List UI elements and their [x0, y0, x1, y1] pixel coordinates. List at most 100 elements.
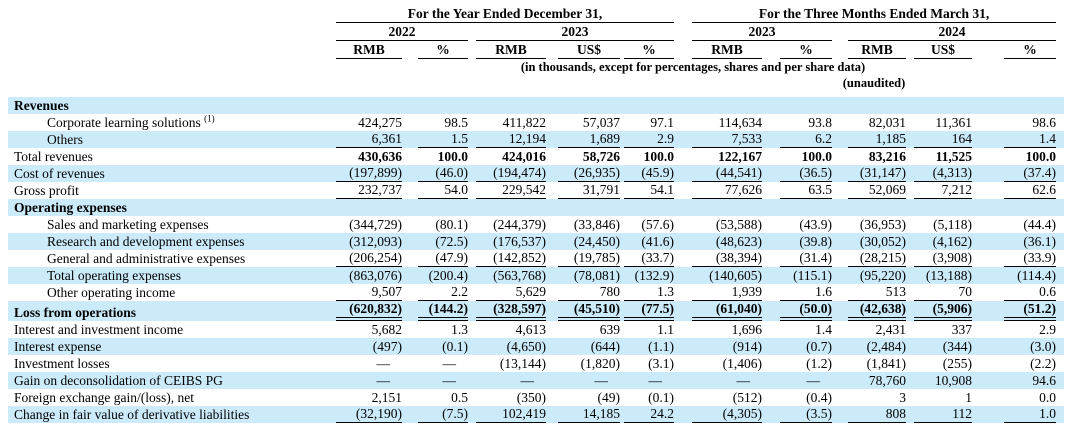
cell: 2,431: [875, 322, 907, 337]
cell: (43.9): [799, 217, 833, 232]
cell: 58,726: [582, 149, 620, 164]
cell: 102,419: [468, 406, 546, 423]
cell: 52,069: [832, 182, 907, 199]
table-row: Foreign exchange gain/(loss), net 2,151 …: [8, 389, 1064, 406]
cell: 7,533: [674, 131, 763, 148]
cell: (33.9): [972, 250, 1057, 267]
cell: 100.0: [437, 149, 468, 164]
cell: 232,737: [330, 182, 402, 199]
cell: (31,147): [832, 165, 907, 182]
cell: (142,852): [468, 250, 546, 267]
row-label: Cost of revenues: [14, 166, 105, 181]
cell: 1,939: [674, 284, 763, 301]
cell: —: [442, 356, 457, 371]
cell: (255): [942, 356, 973, 371]
table-row: Cost of revenues (197,899) (46.0) (194,4…: [8, 165, 1065, 182]
cell: (328,597): [468, 301, 546, 321]
cell: 1,185: [832, 131, 907, 148]
cell: (95,220): [859, 268, 907, 283]
year-header-2023-q1: 2023: [674, 23, 833, 41]
cell: (24,450): [573, 234, 620, 249]
column-header-pct: %: [402, 41, 468, 59]
cell: 4,613: [515, 322, 546, 337]
cell: (78,081): [573, 268, 620, 283]
table-row: Operating expenses: [8, 199, 1065, 216]
cell: (51.2): [972, 301, 1057, 321]
cell: (244,379): [493, 217, 546, 232]
row-label: General and administrative expenses: [47, 251, 246, 266]
cell: (4,650): [506, 339, 546, 354]
cell: 6,361: [330, 131, 402, 148]
year-header-2022: 2022: [330, 23, 468, 41]
row-label: Change in fair value of derivative liabi…: [14, 407, 250, 422]
cell: 5,682: [371, 322, 402, 337]
column-header-usd: US$: [906, 41, 973, 59]
cell: 780: [546, 284, 620, 301]
cell: (38,394): [674, 250, 763, 267]
cell: 430,636: [358, 149, 402, 164]
cell: 1: [965, 390, 973, 405]
cell: 14,185: [546, 406, 620, 423]
cell: (72.5): [435, 234, 468, 249]
cell: 1.1: [657, 322, 675, 337]
cell: 2.9: [1039, 322, 1057, 337]
cell: (80.1): [435, 217, 468, 232]
cell: —: [442, 373, 457, 388]
cell: 63.5: [762, 182, 833, 199]
cell: 6.2: [762, 131, 833, 148]
cell: (37.4): [972, 165, 1057, 182]
cell: 424,016: [502, 149, 546, 164]
cell: 424,275: [358, 115, 402, 130]
cell: (132.9): [634, 268, 675, 283]
cell: (0.1): [442, 339, 468, 354]
table-row: Interest and investment income 5,682 1.3…: [8, 321, 1064, 338]
cell: —: [648, 373, 663, 388]
cell: 93.8: [808, 115, 833, 130]
cell: (33.7): [620, 250, 675, 267]
table-row: Corporate learning solutions (1) 424,275…: [8, 114, 1064, 131]
cell: (49): [597, 390, 621, 405]
cell: 0.5: [451, 390, 468, 405]
cell: 1.6: [762, 284, 833, 301]
cell: —: [376, 356, 391, 371]
table-row: Gain on deconsolidation of CEIBS PG — — …: [8, 372, 1065, 389]
header-group-row: For the Year Ended December 31, For the …: [8, 0, 1064, 23]
cell: 98.6: [1032, 115, 1057, 130]
cell: 7,212: [906, 182, 973, 199]
unaudited-note: (unaudited): [842, 76, 906, 90]
row-label: Interest expense: [14, 339, 102, 354]
header-year-row: 2022 2023 2023 2024: [8, 23, 1064, 41]
cell: 0.0: [1039, 390, 1057, 405]
cell: 9,507: [330, 284, 402, 301]
cell: (1.2): [806, 356, 833, 371]
table-row: Research and development expenses (312,0…: [8, 233, 1065, 250]
cell: —: [594, 373, 609, 388]
column-header-pct: %: [972, 41, 1057, 59]
cell: (350): [516, 390, 546, 405]
cell: —: [376, 373, 391, 388]
year-header-2023: 2023: [468, 23, 675, 41]
cell: (863,076): [349, 268, 402, 283]
cell: (48,623): [715, 234, 763, 249]
table-row: Revenues: [8, 97, 1065, 114]
cell: 1.4: [815, 322, 833, 337]
cell: (114.4): [1017, 268, 1057, 283]
cell: —: [806, 373, 821, 388]
cell: (19,785): [546, 250, 620, 267]
group-header-three-months: For the Three Months Ended March 31,: [674, 0, 1057, 23]
cell: (563,768): [493, 268, 546, 283]
cell: (914): [732, 339, 763, 354]
cell: (28,215): [832, 250, 907, 267]
cell: 100.0: [801, 149, 833, 164]
column-header-rmb: RMB: [330, 41, 402, 59]
cell: 70: [906, 284, 973, 301]
cell: (5,906): [906, 301, 973, 321]
cell: (1,841): [866, 356, 907, 371]
cell: (3.1): [648, 356, 675, 371]
cell: (13,144): [499, 356, 546, 371]
column-header-pct: %: [762, 41, 833, 59]
table-row: Other operating income 9,507 2.2 5,629 7…: [8, 284, 1064, 301]
cell: 2.2: [402, 284, 468, 301]
cell: (50.0): [762, 301, 833, 321]
cell: (344,729): [349, 217, 402, 232]
